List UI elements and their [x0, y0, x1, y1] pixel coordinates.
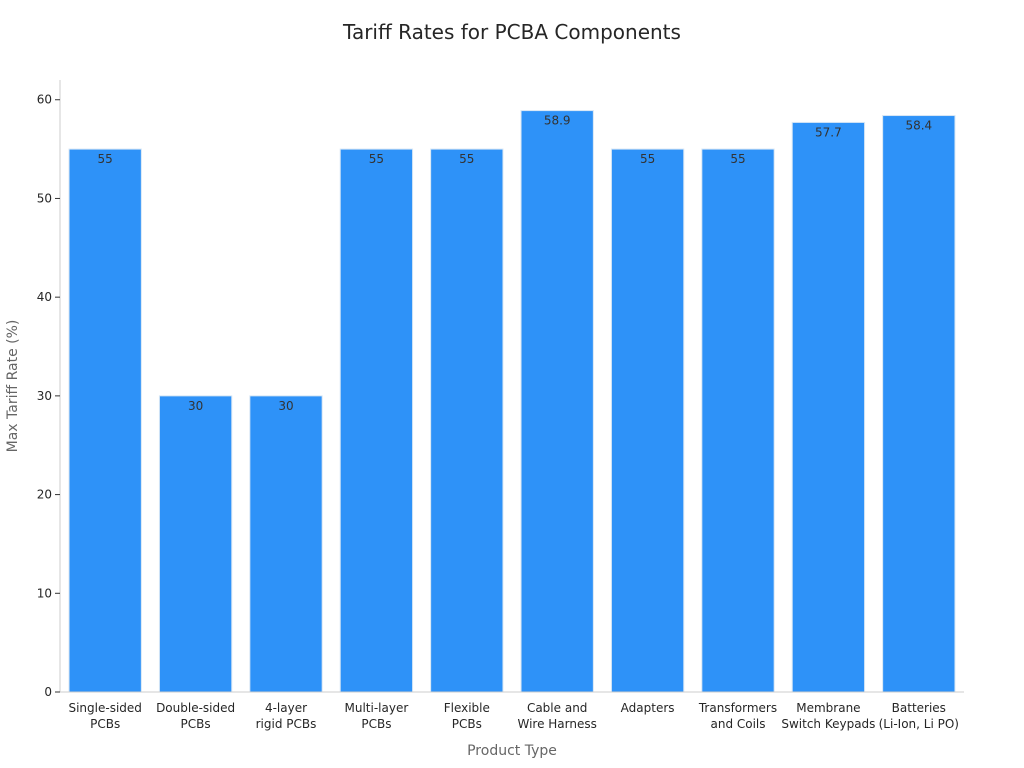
y-tick-label: 60	[37, 93, 52, 107]
bar-value-label: 30	[188, 399, 203, 413]
bar	[339, 148, 414, 693]
bar	[701, 148, 775, 693]
bar	[158, 395, 233, 693]
x-tick-label: Flexible PCBs	[444, 701, 490, 731]
bar	[882, 115, 956, 693]
x-tick-label: 4-layer rigid PCBs	[256, 701, 317, 731]
bar	[249, 395, 323, 693]
bar	[68, 148, 142, 693]
x-tick-label: Adapters	[621, 701, 675, 715]
x-tick-label: Cable and Wire Harness	[517, 701, 596, 731]
bar-value-label: 55	[369, 152, 384, 166]
x-axis: Single-sided PCBs Double-sided PCBs 4-layer r…	[60, 691, 964, 731]
bar-value-label: 57.7	[815, 125, 842, 139]
bar	[791, 121, 866, 693]
bar	[520, 110, 594, 693]
x-tick-label: Double-sided PCBs	[156, 701, 235, 731]
y-axis-title: Max Tariff Rate (%)	[5, 320, 21, 453]
bar-value-label: 55	[730, 152, 745, 166]
y-tick-label: 10	[37, 586, 52, 600]
x-tick-label: Transformers and Coils	[698, 701, 777, 731]
bar	[610, 148, 685, 693]
y-tick-label: 30	[37, 389, 52, 403]
bar-value-label: 55	[98, 152, 113, 166]
x-tick-label: Multi-layer PCBs	[345, 701, 409, 731]
y-tick-label: 40	[37, 290, 52, 304]
bar-value-label: 55	[459, 152, 474, 166]
chart-title: Tariff Rates for PCBA Components	[343, 20, 681, 44]
bar	[430, 148, 504, 693]
bar-value-label: 58.4	[905, 119, 932, 133]
value-labels-group: 55 30 30 55 55 58.9 55 55 57.7 58.4	[98, 114, 933, 413]
bar-value-label: 58.9	[544, 114, 571, 128]
bars-group	[68, 110, 956, 693]
y-tick-label: 50	[37, 191, 52, 205]
bar-value-label: 30	[278, 399, 293, 413]
bar-value-label: 55	[640, 152, 655, 166]
y-axis: 0 10 20 30 40 50 60	[37, 80, 61, 699]
x-tick-label: Single-sided PCBs	[68, 701, 141, 731]
x-axis-title: Product Type	[467, 743, 557, 759]
x-tick-label: Membrane Switch Keypads	[781, 701, 875, 731]
y-tick-label: 20	[37, 488, 52, 502]
y-tick-label: 0	[44, 685, 52, 699]
x-tick-label: Batteries (Li-Ion, Li PO)	[879, 701, 959, 731]
